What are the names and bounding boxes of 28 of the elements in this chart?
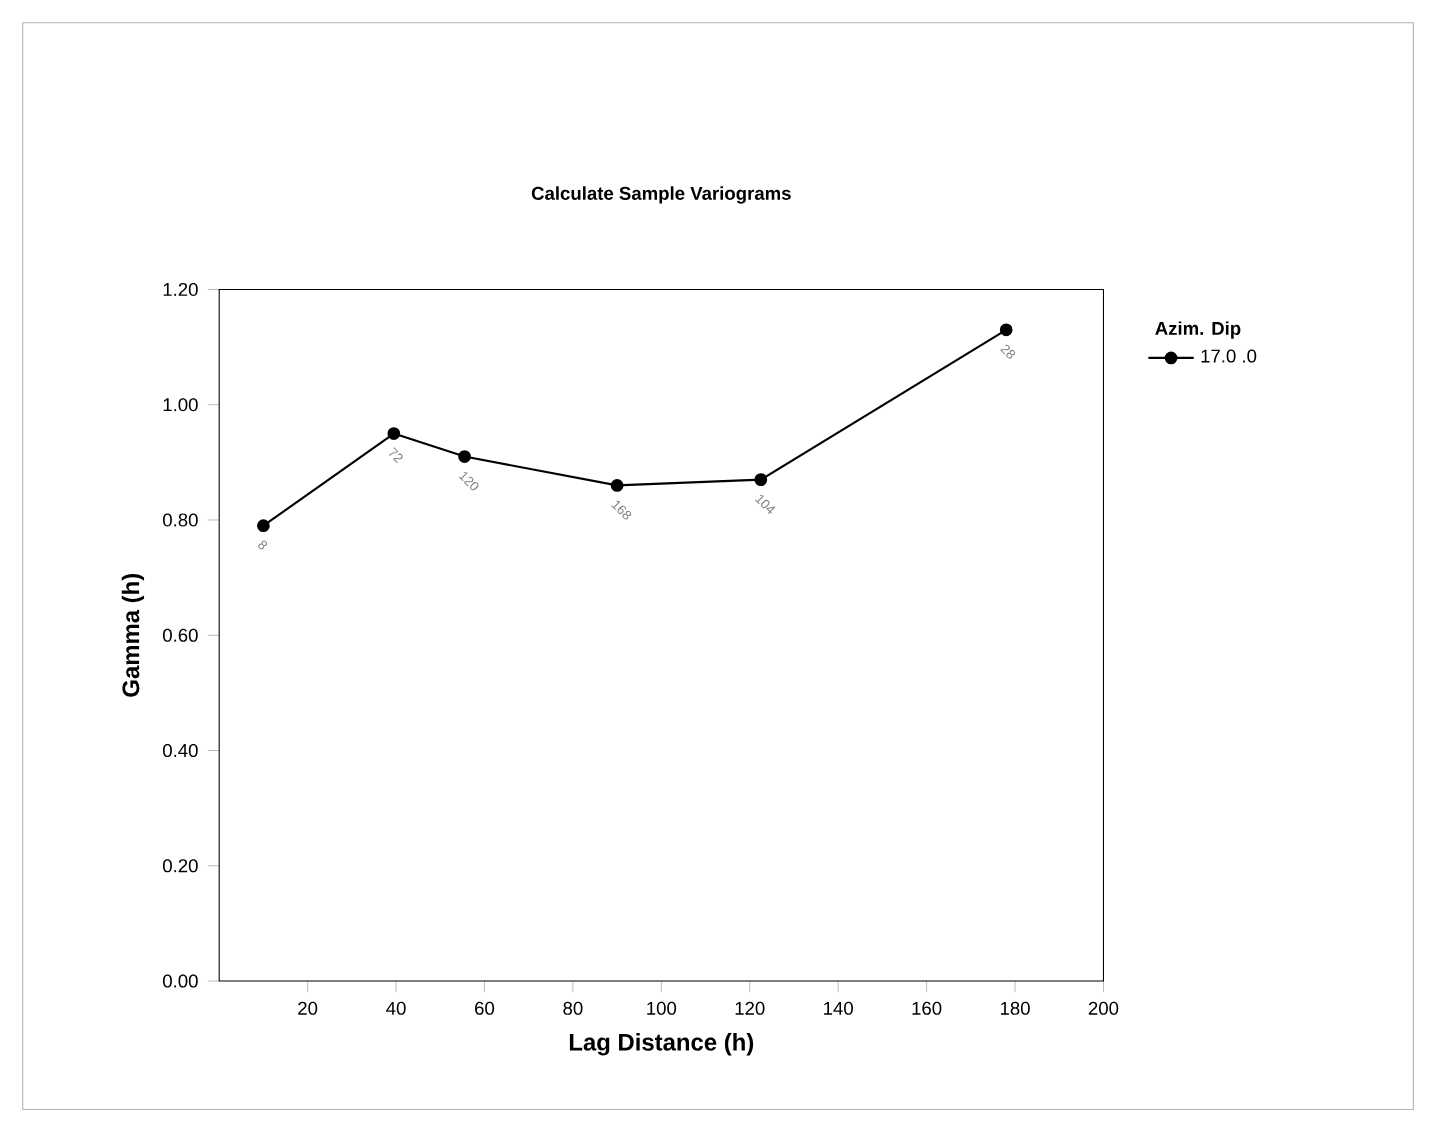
x-tick-label: 100: [647, 1001, 677, 1015]
x-axis-title: Lag Distance (h): [569, 1033, 754, 1056]
x-tick-label: 80: [563, 1001, 583, 1015]
point: [754, 473, 768, 486]
y-tick-label: 0.80: [162, 513, 198, 527]
point: [610, 478, 624, 492]
point: [257, 519, 270, 533]
x-tick-label: 20: [298, 1001, 318, 1015]
x-tick-label: 180: [1000, 1001, 1030, 1015]
point: [387, 427, 401, 440]
y-tick-label: 1.20: [163, 282, 198, 296]
legend-title: Azim. Dip: [1155, 321, 1241, 339]
x-tick-label: 140: [824, 1001, 853, 1015]
x-tick-label: 40: [386, 1001, 406, 1015]
x-tick-label: 120: [735, 1001, 765, 1015]
y-tick-label: 1.00: [163, 398, 198, 412]
point: [458, 450, 471, 463]
chart-title: Calculate Sample Variograms: [531, 186, 791, 204]
y-tick-label: 0.00: [162, 974, 198, 988]
legend-label: 17.0 .0: [1201, 349, 1257, 363]
y-tick-label: 0.20: [162, 859, 198, 873]
y-tick-label: 0.60: [162, 628, 198, 642]
x-tick-label: 160: [912, 1001, 942, 1015]
point: [999, 323, 1013, 337]
x-tick-label: 60: [475, 1001, 495, 1015]
y-tick-label: 0.40: [162, 743, 198, 757]
x-tick-label: 200: [1088, 1001, 1119, 1015]
y-axis-title: Gamma (h): [121, 573, 145, 697]
